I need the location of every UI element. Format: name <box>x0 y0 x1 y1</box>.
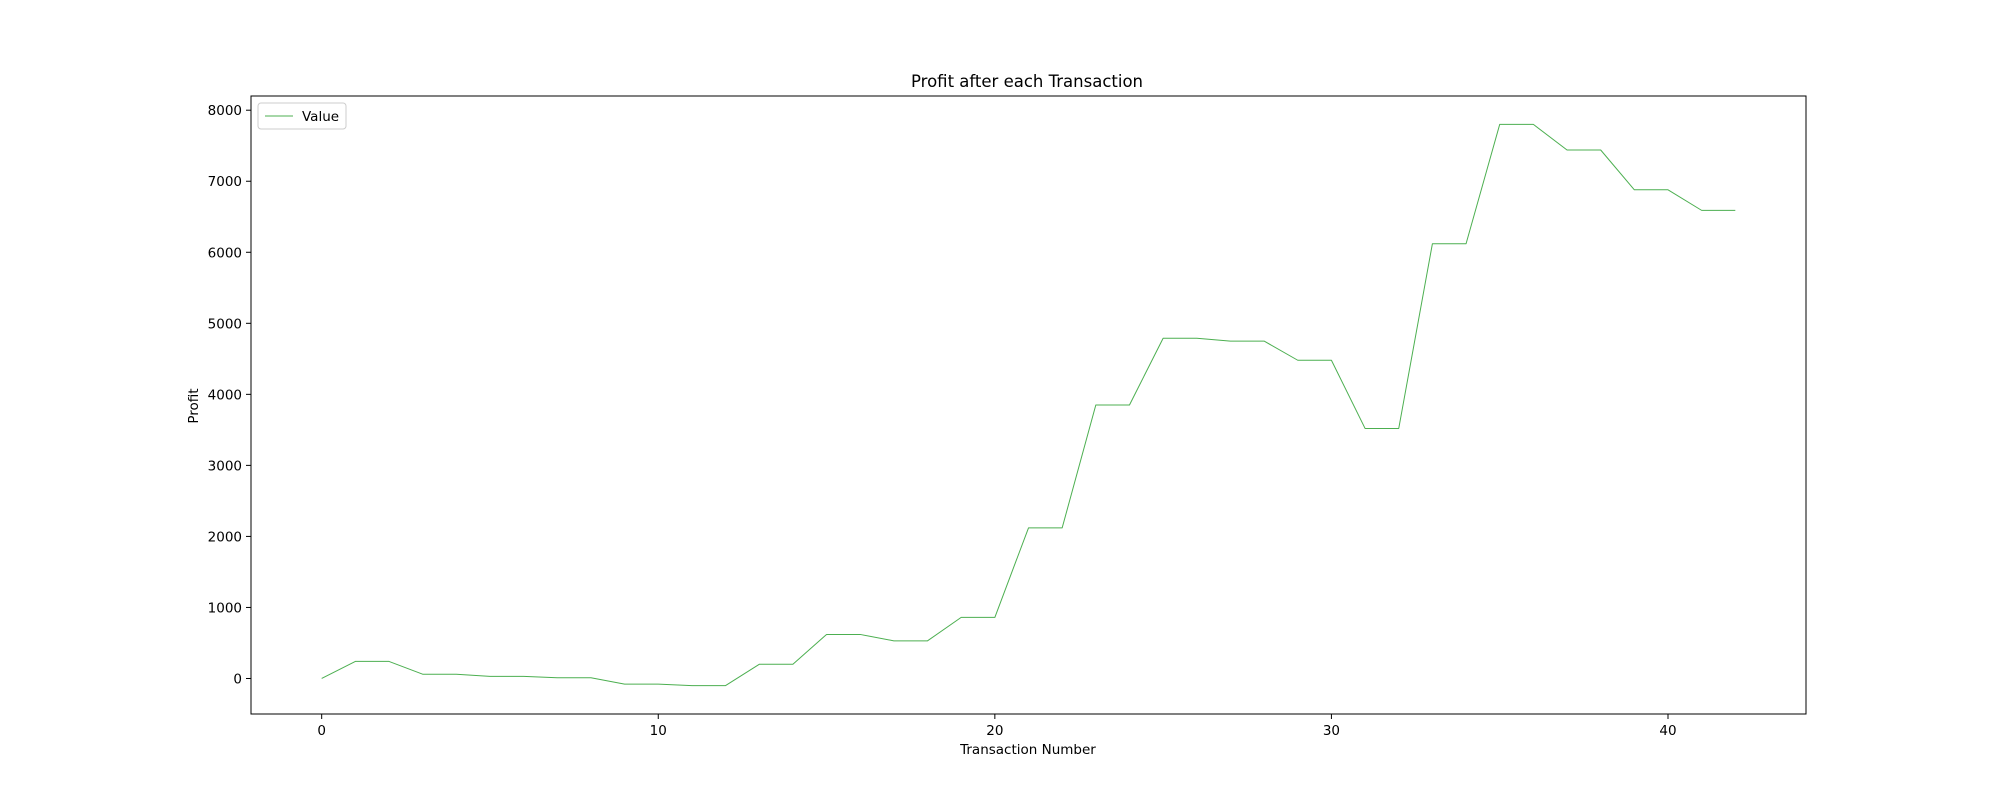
y-axis-ticks: 0 1000 2000 3000 4000 5000 6000 7000 8000 <box>208 103 251 687</box>
chart-title: Profit after each Transaction <box>911 72 1143 91</box>
legend: Value <box>257 102 347 130</box>
x-tick-label: 0 <box>317 723 326 739</box>
y-tick-label: 0 <box>233 671 242 687</box>
y-tick-label: 2000 <box>208 529 242 545</box>
y-tick-label: 6000 <box>208 245 242 261</box>
y-axis-label: Profit <box>186 388 202 423</box>
x-axis-ticks: 0 10 20 30 40 <box>317 714 1677 739</box>
series-layer <box>321 123 1736 687</box>
y-tick-label: 4000 <box>208 387 242 403</box>
y-tick-label: 5000 <box>208 316 242 332</box>
x-tick-label: 30 <box>1323 723 1340 739</box>
y-tick-label: 8000 <box>208 103 242 119</box>
x-tick-label: 40 <box>1659 723 1676 739</box>
legend-box <box>257 102 347 130</box>
x-axis-label: Transaction Number <box>959 742 1096 758</box>
series-line-value <box>321 123 1736 687</box>
plot-area-frame <box>250 95 1807 715</box>
legend-label-value: Value <box>302 109 339 125</box>
x-tick-label: 20 <box>986 723 1003 739</box>
x-tick-label: 10 <box>650 723 667 739</box>
y-tick-label: 1000 <box>208 600 242 616</box>
y-tick-label: 7000 <box>208 174 242 190</box>
y-tick-label: 3000 <box>208 458 242 474</box>
